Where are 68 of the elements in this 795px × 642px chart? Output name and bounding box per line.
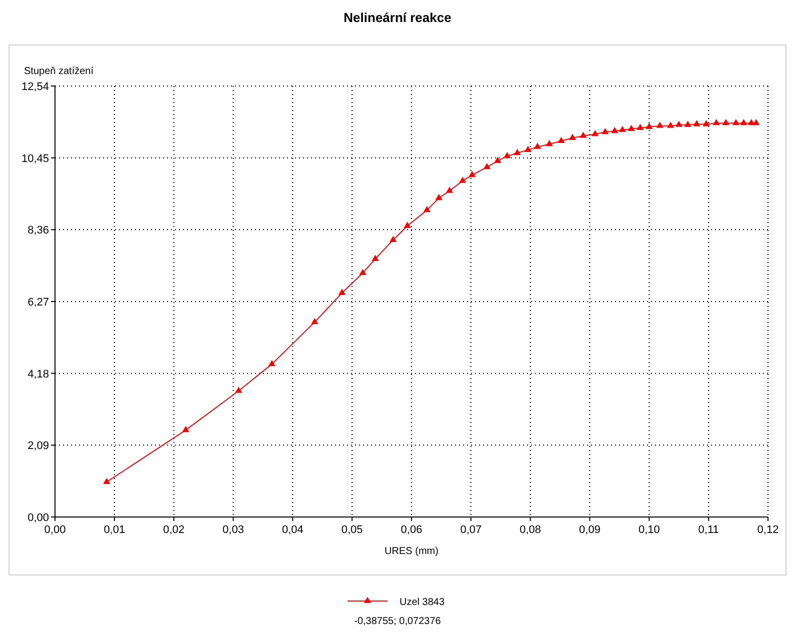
point (628, 124, 635, 132)
point (524, 146, 532, 152)
x-tick-label: 0,02 (163, 524, 185, 536)
point (468, 170, 476, 178)
x-tick-label: 0,11 (698, 524, 719, 536)
point (611, 126, 618, 134)
point (693, 120, 700, 126)
point (684, 120, 692, 127)
point (483, 163, 491, 170)
point (722, 119, 730, 126)
point (666, 122, 674, 128)
point (558, 136, 565, 144)
y-tick-label: 10,45 (21, 152, 49, 165)
point (390, 236, 397, 242)
legend-label: Uzel 3843 (400, 597, 445, 608)
x-tick-label: 0,09 (579, 524, 600, 536)
point (404, 222, 411, 228)
y-tick-label: 12,54 (21, 81, 49, 93)
point (372, 254, 379, 261)
point (675, 120, 682, 127)
point (459, 176, 466, 183)
x-tick-label: 0,07 (460, 524, 482, 536)
point (636, 124, 644, 130)
point (446, 186, 454, 193)
point (494, 156, 502, 163)
x-tick-label: 0,12 (757, 524, 779, 536)
x-tick-label: 0,08 (520, 524, 542, 536)
point (592, 130, 599, 136)
point (712, 119, 720, 126)
point (602, 128, 609, 134)
point (740, 119, 748, 126)
point (580, 132, 587, 138)
point (338, 288, 346, 295)
y-tick-label: 2,09 (28, 440, 49, 452)
point (732, 119, 740, 126)
point (546, 140, 553, 146)
y-tick-label: 0,00 (28, 512, 49, 524)
point (702, 120, 710, 126)
y-tick-label: 6,27 (28, 296, 49, 308)
chart-title: Nelineární reakce (344, 10, 452, 25)
y-axis-title: Stupeň zatížení (24, 66, 94, 77)
point (103, 478, 110, 484)
x-tick-label: 0,01 (104, 524, 126, 536)
point (646, 122, 653, 129)
point (514, 148, 521, 156)
point (618, 126, 626, 132)
point (235, 386, 242, 393)
point (752, 119, 760, 126)
point (534, 142, 542, 149)
point (268, 360, 276, 366)
text: -0,38755; 0,072376 (354, 616, 442, 627)
point (311, 318, 318, 324)
x-tick-label: 0,06 (400, 524, 422, 536)
x-tick-label: 0,10 (638, 524, 660, 536)
y-tick-label: 8,36 (28, 224, 49, 237)
x-axis-title: URES (mm) (384, 546, 438, 557)
x-tick-label: 0,00 (44, 524, 66, 536)
point (504, 152, 511, 158)
x-tick-label: 0,04 (282, 524, 304, 536)
point (656, 122, 664, 128)
point (435, 194, 442, 200)
y-tick-label: 4,18 (28, 368, 49, 380)
point (568, 134, 576, 140)
point (359, 268, 366, 276)
point (182, 426, 190, 432)
x-tick-label: 0,03 (222, 524, 244, 536)
point (423, 206, 431, 212)
x-tick-label: 0,05 (341, 524, 363, 536)
